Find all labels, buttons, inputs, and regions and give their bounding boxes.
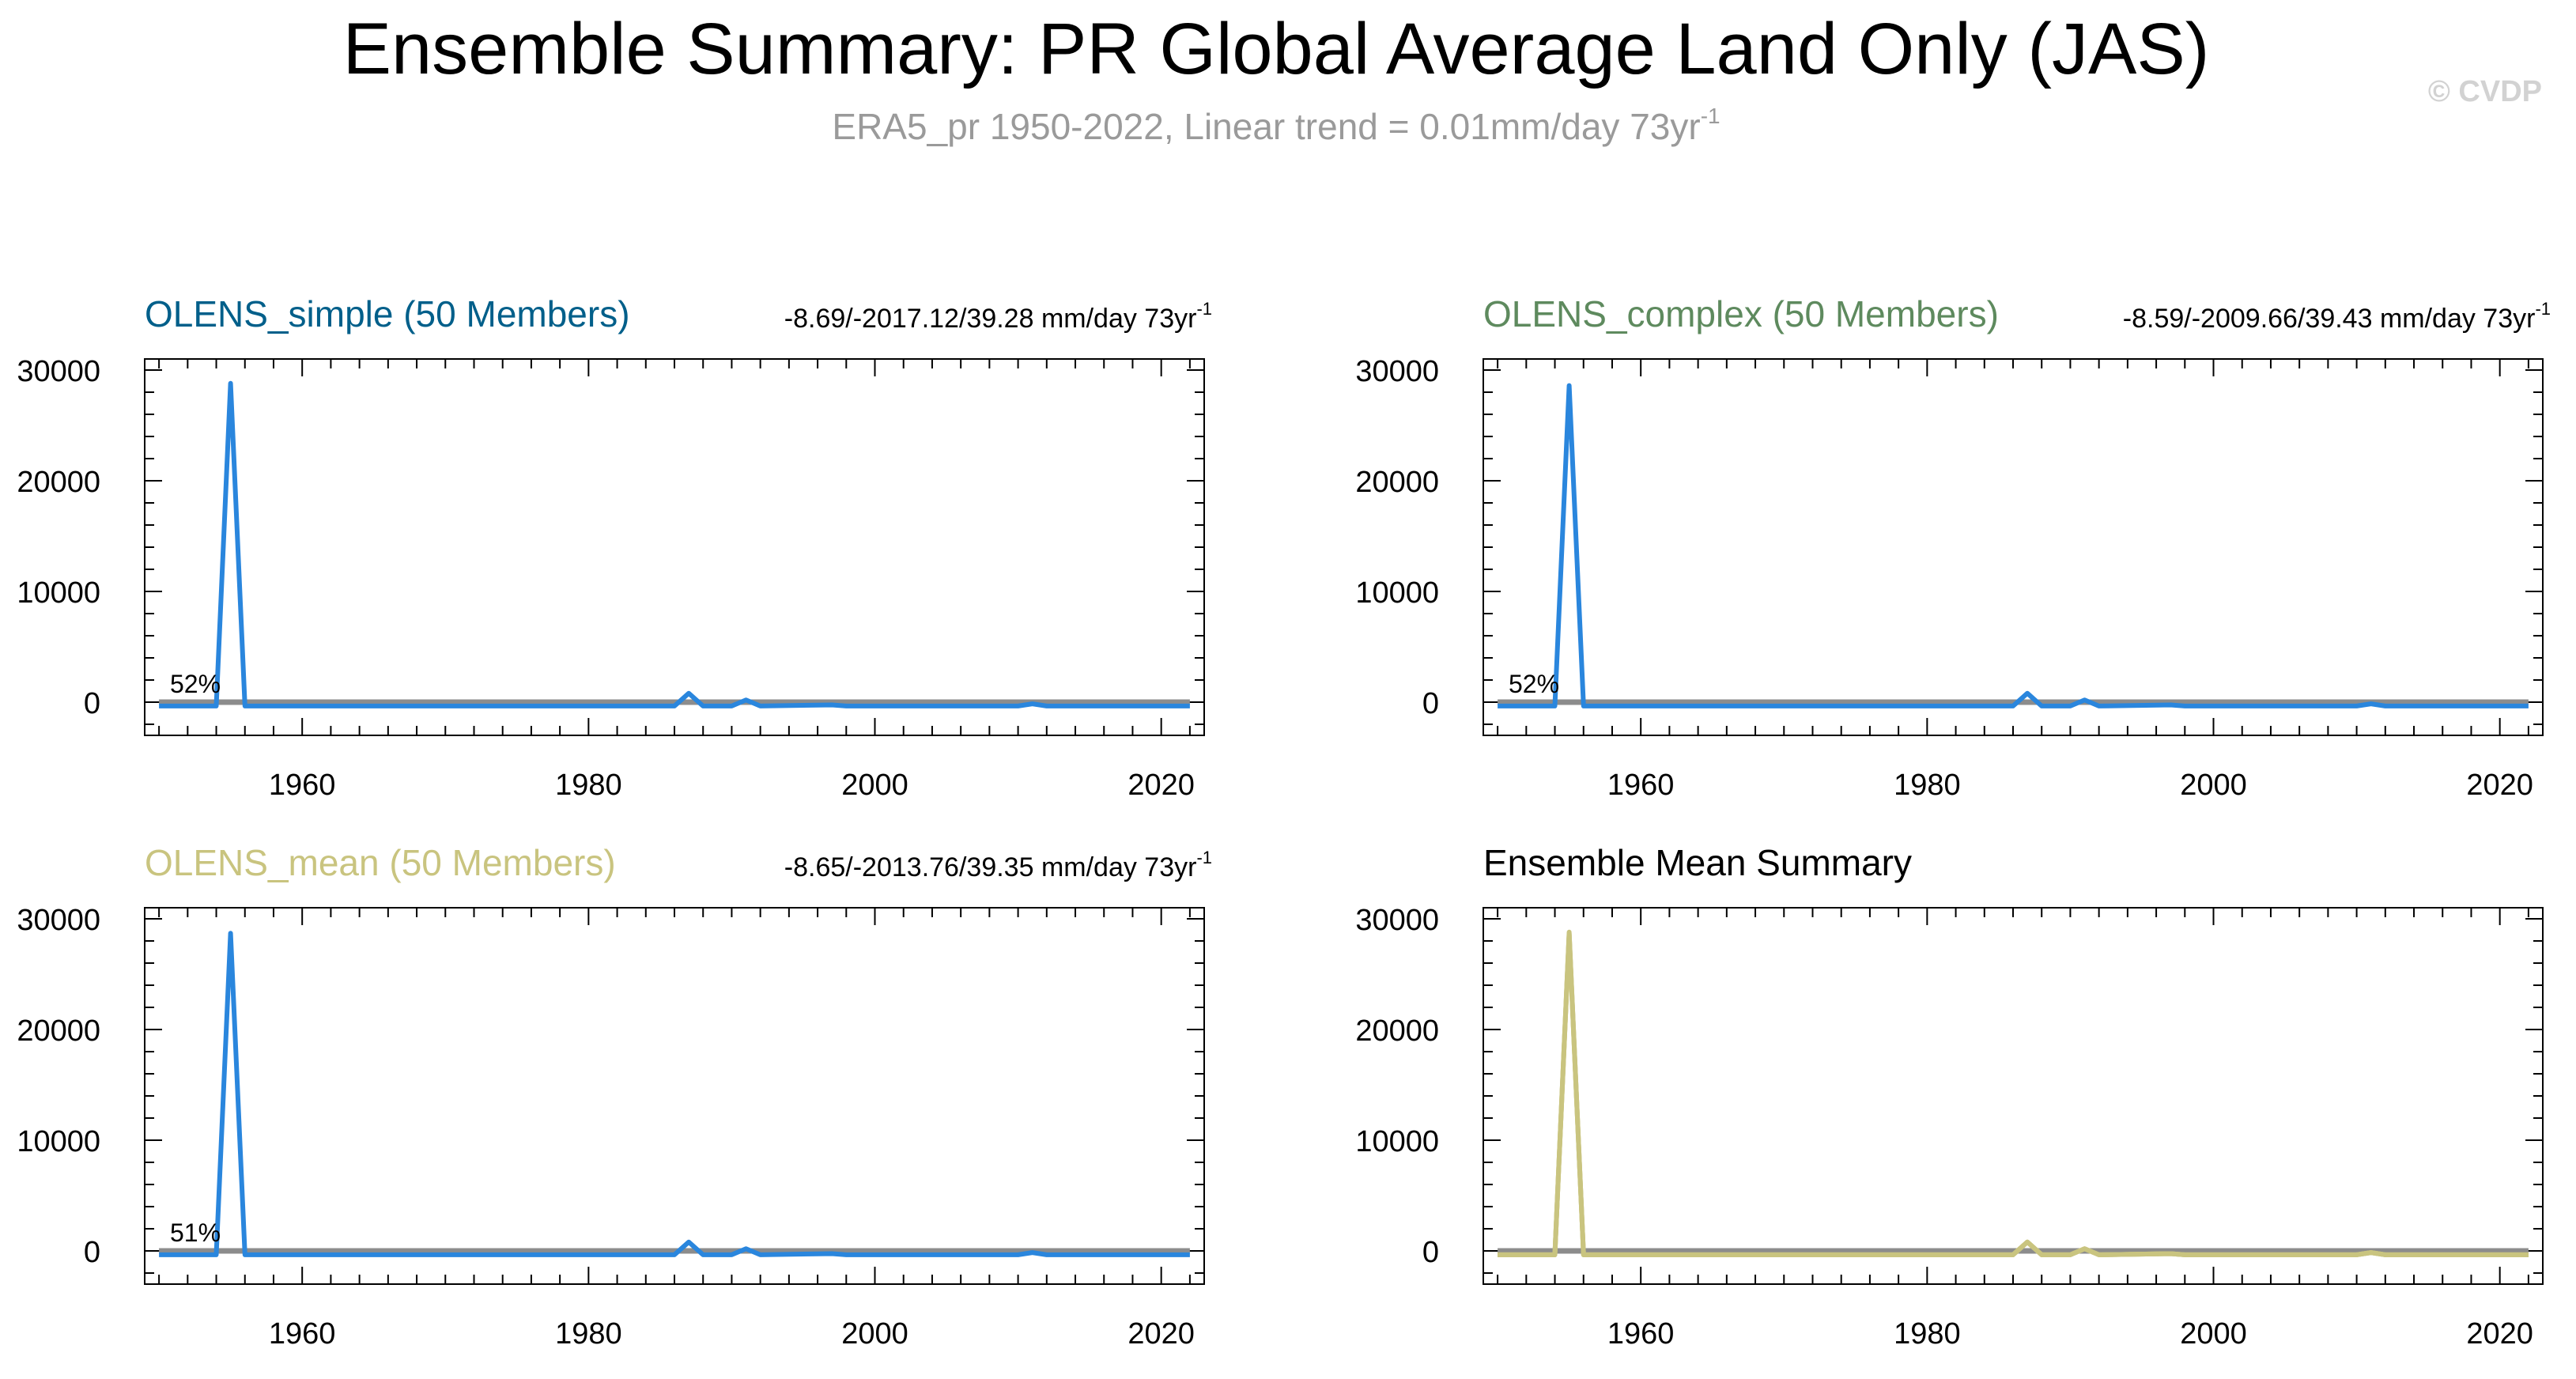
chart-title: Ensemble Mean Summary (1483, 842, 1912, 883)
percent-label: 52% (170, 670, 221, 698)
y-tick-label: 20000 (17, 1014, 100, 1048)
subtitle-text: ERA5_pr 1950-2022, Linear trend = 0.01mm… (832, 106, 1700, 147)
series-line-OLENS_complex (1498, 383, 2529, 708)
chart-panel-3: OLENS_mean (50 Members) -8.65/-2013.76/39… (17, 842, 1212, 1351)
y-tick-label: 0 (84, 1236, 100, 1269)
x-tick-label: 1960 (269, 1317, 336, 1351)
x-tick-label: 2020 (1127, 1317, 1195, 1351)
y-tick-label: 30000 (1355, 355, 1439, 388)
series-line-OLENS_complex (1498, 931, 2529, 1257)
y-tick-label: 30000 (1355, 904, 1439, 937)
chart-title: OLENS_complex (50 Members) (1483, 293, 1999, 334)
plot-frame (144, 907, 1205, 1285)
chart-title: OLENS_mean (50 Members) (145, 842, 616, 883)
y-tick-label: 0 (84, 687, 100, 720)
figure-title: Ensemble Summary: PR Global Average Land… (343, 9, 2210, 89)
y-tick-label: 30000 (17, 904, 100, 937)
chart-stats: -8.59/-2009.66/39.43 mm/day 73yr-1 (2123, 299, 2551, 334)
x-tick-label: 1980 (1894, 769, 1961, 802)
subtitle-superscript: -1 (1701, 104, 1720, 128)
percent-label: 52% (1509, 670, 1559, 698)
y-tick-label: 30000 (17, 355, 100, 388)
chart-stats-text: -8.65/-2013.76/39.35 mm/day 73yr (784, 852, 1197, 882)
x-tick-label: 2020 (2466, 769, 2533, 802)
y-tick-label: 10000 (1355, 1125, 1439, 1158)
chart-panel-2: OLENS_complex (50 Members) -8.59/-2009.66… (1355, 293, 2551, 802)
x-tick-label: 1960 (1607, 1317, 1675, 1351)
plot-frame (1483, 358, 2544, 736)
y-tick-label: 10000 (17, 576, 100, 610)
series-line-OLENS_mean (159, 931, 1190, 1257)
x-tick-label: 1980 (555, 769, 622, 802)
x-tick-label: 2000 (2180, 769, 2247, 802)
chart-stats-superscript: -1 (2535, 299, 2551, 319)
plot-frame (144, 358, 1205, 736)
chart-stats-superscript: -1 (1196, 848, 1212, 867)
series-line-OLENS_mean (1498, 931, 2529, 1257)
chart-stats-text: -8.69/-2017.12/39.28 mm/day 73yr (784, 304, 1197, 334)
chart-panel-1: OLENS_simple (50 Members) -8.69/-2017.12/… (17, 293, 1212, 802)
chart-title: OLENS_simple (50 Members) (145, 293, 630, 334)
y-tick-label: 0 (1422, 687, 1439, 720)
panels-container: OLENS_simple (50 Members) -8.69/-2017.12/… (17, 293, 2551, 1351)
y-tick-label: 0 (1422, 1236, 1439, 1269)
watermark: © CVDP (2428, 75, 2542, 108)
series-line-OLENS_simple (159, 380, 1190, 708)
chart-stats: -8.69/-2017.12/39.28 mm/day 73yr-1 (784, 299, 1212, 334)
x-tick-label: 1960 (1607, 769, 1675, 802)
x-tick-label: 2000 (841, 769, 908, 802)
y-tick-label: 10000 (1355, 576, 1439, 610)
y-tick-label: 10000 (17, 1125, 100, 1158)
figure-subtitle: ERA5_pr 1950-2022, Linear trend = 0.01mm… (832, 104, 1720, 147)
series-line-OLENS_simple (1498, 929, 2529, 1257)
y-tick-label: 20000 (1355, 466, 1439, 499)
plot-frame (1483, 907, 2544, 1285)
x-tick-label: 2020 (2466, 1317, 2533, 1351)
x-tick-label: 1960 (269, 769, 336, 802)
y-tick-label: 20000 (17, 466, 100, 499)
x-tick-label: 1980 (1894, 1317, 1961, 1351)
x-tick-label: 2000 (841, 1317, 908, 1351)
percent-label: 51% (170, 1218, 221, 1247)
chart-stats-text: -8.59/-2009.66/39.43 mm/day 73yr (2123, 304, 2536, 334)
chart-panel-4: Ensemble Mean Summary 30000 20000 10000 0 196… (1355, 842, 2544, 1351)
chart-stats-superscript: -1 (1196, 299, 1212, 319)
chart-stats: -8.65/-2013.76/39.35 mm/day 73yr-1 (784, 848, 1212, 882)
x-tick-label: 1980 (555, 1317, 622, 1351)
x-tick-label: 2000 (2180, 1317, 2247, 1351)
x-tick-label: 2020 (1127, 769, 1195, 802)
y-tick-label: 20000 (1355, 1014, 1439, 1048)
